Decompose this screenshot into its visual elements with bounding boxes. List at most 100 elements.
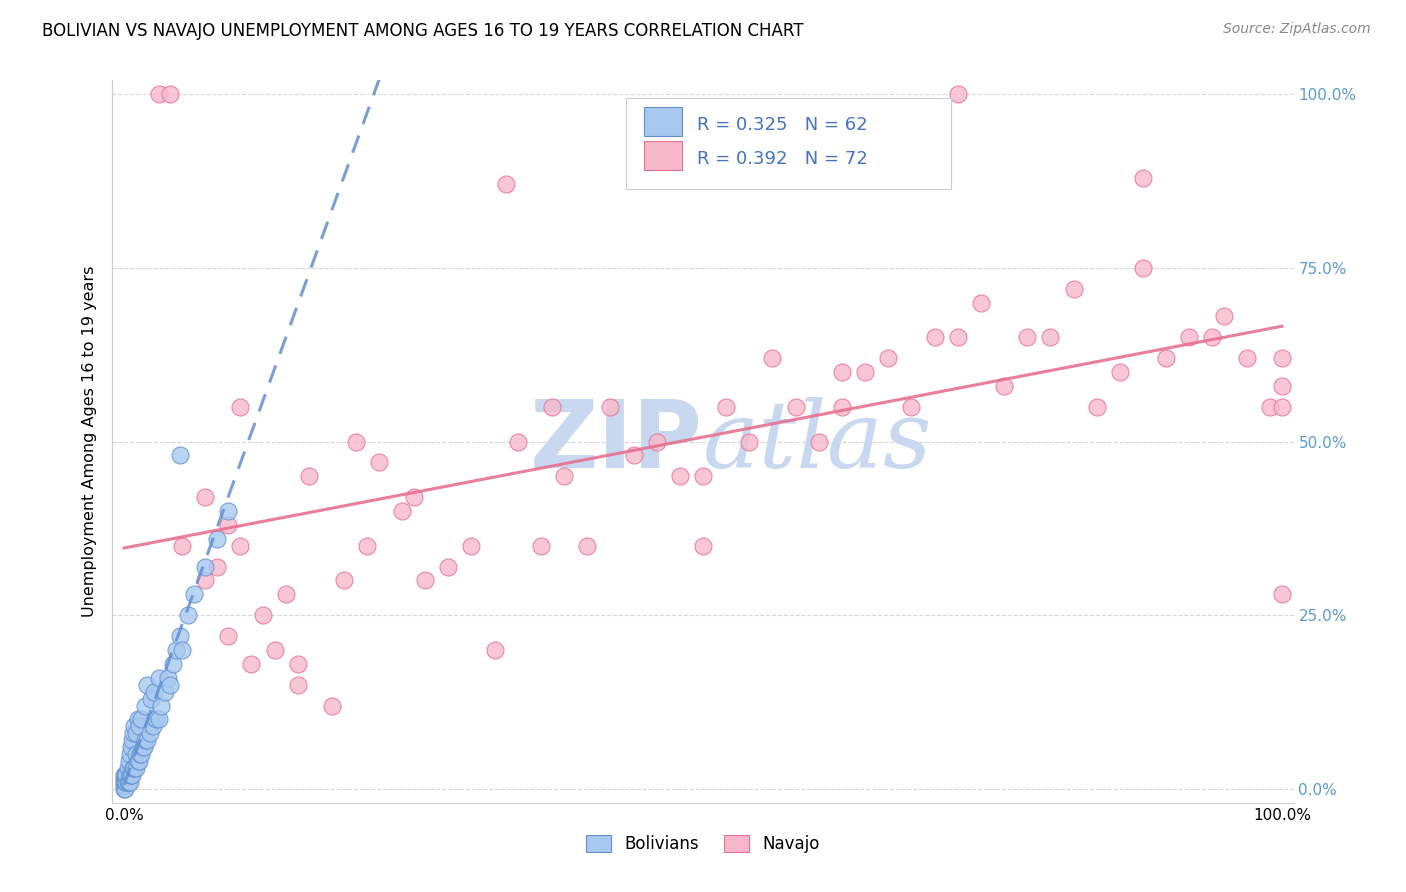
Point <box>692 469 714 483</box>
Point <box>924 330 946 344</box>
Point <box>437 559 460 574</box>
Point <box>484 643 506 657</box>
Point <box>132 740 155 755</box>
Point <box>112 768 135 782</box>
Point <box>877 351 900 366</box>
Point <box>134 733 156 747</box>
Point <box>229 400 252 414</box>
Point <box>946 330 969 344</box>
Point <box>367 455 389 469</box>
Point <box>128 754 150 768</box>
Point <box>553 469 575 483</box>
Point <box>120 740 142 755</box>
Point <box>1085 400 1108 414</box>
Point <box>170 539 193 553</box>
Point <box>165 643 187 657</box>
Point <box>761 351 783 366</box>
Point <box>714 400 737 414</box>
Point <box>118 768 141 782</box>
Point <box>127 754 149 768</box>
Point <box>153 684 176 698</box>
Point <box>124 761 146 775</box>
Point <box>460 539 482 553</box>
Point <box>831 365 853 379</box>
Point <box>112 772 135 786</box>
Point <box>117 775 139 789</box>
Point <box>1236 351 1258 366</box>
Point <box>148 671 170 685</box>
Point <box>169 629 191 643</box>
Point <box>169 449 191 463</box>
Point <box>150 698 173 713</box>
Point <box>157 671 180 685</box>
Point <box>139 691 162 706</box>
Point <box>124 747 146 761</box>
Text: ZIP: ZIP <box>530 395 703 488</box>
Point <box>115 775 138 789</box>
Point <box>413 574 436 588</box>
Point <box>194 574 217 588</box>
Point <box>217 517 239 532</box>
Point <box>287 678 309 692</box>
Point <box>1132 170 1154 185</box>
Point <box>120 768 142 782</box>
Text: R = 0.392   N = 72: R = 0.392 N = 72 <box>697 150 868 168</box>
Text: Source: ZipAtlas.com: Source: ZipAtlas.com <box>1223 22 1371 37</box>
Point <box>645 434 668 449</box>
Point <box>495 178 517 192</box>
Point <box>205 559 228 574</box>
Point <box>136 733 159 747</box>
Text: R = 0.325   N = 62: R = 0.325 N = 62 <box>697 116 868 134</box>
Point <box>127 713 149 727</box>
Point <box>333 574 356 588</box>
Point <box>900 400 922 414</box>
Point <box>1039 330 1062 344</box>
Point <box>391 504 413 518</box>
Point <box>1154 351 1177 366</box>
Point <box>118 747 141 761</box>
Point <box>541 400 564 414</box>
Point <box>946 87 969 102</box>
Point <box>738 434 761 449</box>
Point <box>112 775 135 789</box>
Point <box>298 469 321 483</box>
FancyBboxPatch shape <box>644 107 682 136</box>
Point <box>143 684 166 698</box>
Point <box>692 539 714 553</box>
FancyBboxPatch shape <box>644 141 682 169</box>
Point <box>183 587 205 601</box>
Point <box>129 747 152 761</box>
Point <box>1271 587 1294 601</box>
Point <box>785 400 807 414</box>
Point <box>112 779 135 793</box>
Point <box>112 781 135 796</box>
Point <box>122 726 145 740</box>
Point <box>124 726 146 740</box>
Point <box>131 740 153 755</box>
FancyBboxPatch shape <box>626 98 950 189</box>
Point <box>217 504 239 518</box>
Point <box>128 719 150 733</box>
Point <box>623 449 645 463</box>
Point <box>124 719 146 733</box>
Point <box>530 539 553 553</box>
Point <box>356 539 378 553</box>
Point <box>1178 330 1201 344</box>
Point <box>124 761 146 775</box>
Point <box>1017 330 1039 344</box>
Y-axis label: Unemployment Among Ages 16 to 19 years: Unemployment Among Ages 16 to 19 years <box>82 266 97 617</box>
Point <box>831 400 853 414</box>
Point <box>229 539 252 553</box>
Point <box>599 400 621 414</box>
Point <box>114 768 136 782</box>
Point <box>807 434 830 449</box>
Point <box>131 747 153 761</box>
Point <box>170 643 193 657</box>
Point <box>993 379 1015 393</box>
Point <box>118 775 141 789</box>
Point <box>669 469 692 483</box>
Point <box>138 726 160 740</box>
Point <box>118 775 141 789</box>
Legend: Bolivians, Navajo: Bolivians, Navajo <box>579 828 827 860</box>
Point <box>177 608 200 623</box>
